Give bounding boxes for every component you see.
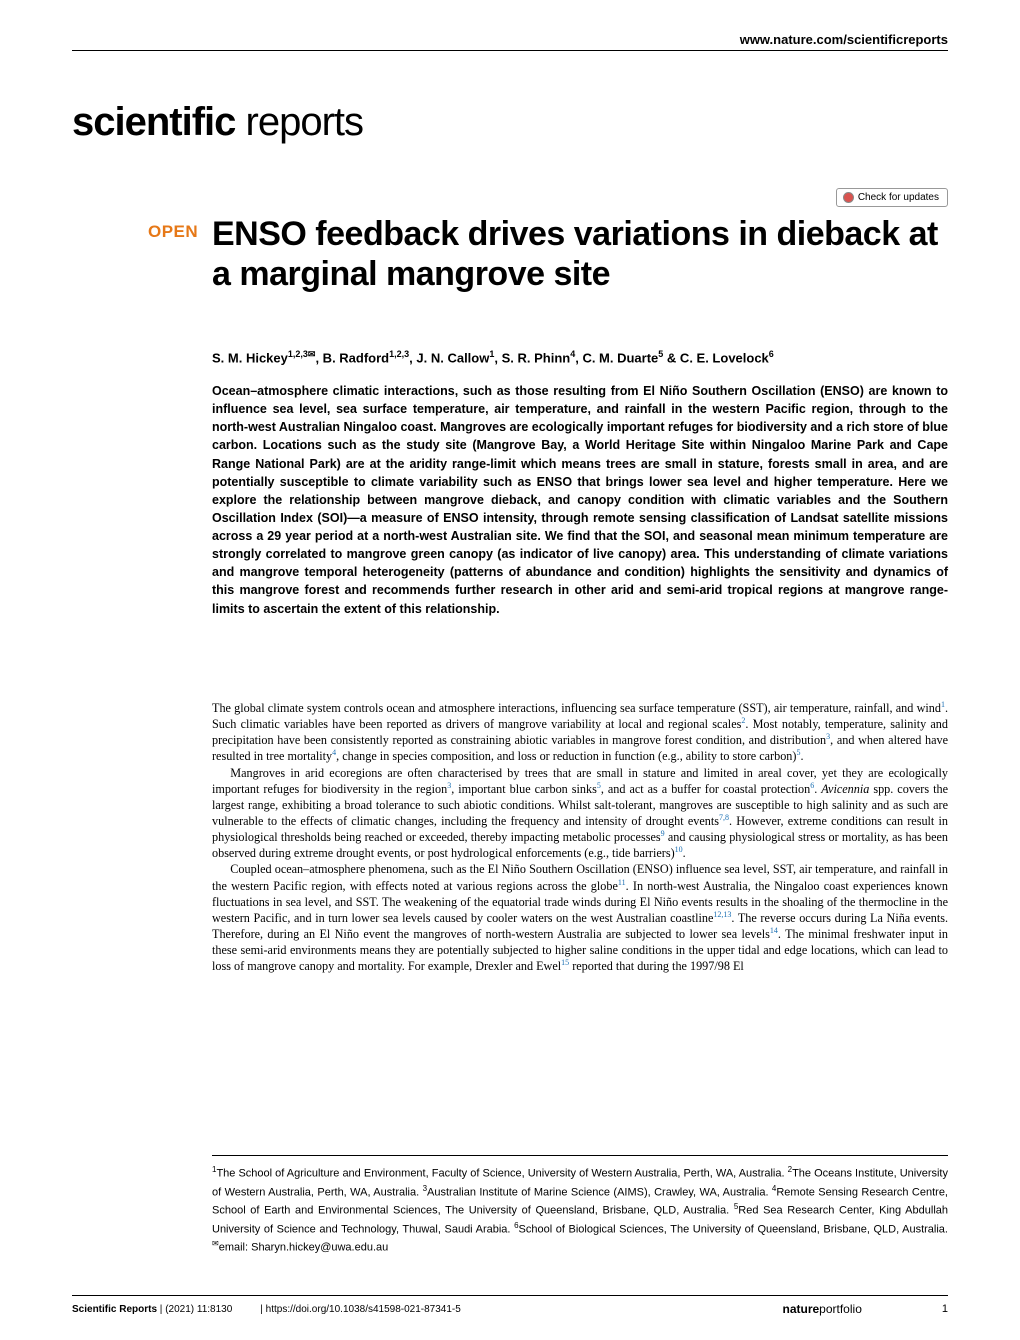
footer-portfolio-bold: nature (782, 1302, 819, 1316)
header-rule (72, 50, 948, 51)
journal-logo-light: reports (235, 100, 363, 144)
article-title: ENSO feedback drives variations in dieba… (212, 214, 948, 294)
footer-doi-text[interactable]: https://doi.org/10.1038/s41598-021-87341… (266, 1304, 461, 1315)
journal-logo: scientific reports (72, 100, 363, 145)
footer-journal-name: Scientific Reports (72, 1304, 157, 1315)
footer-citation-block: Scientific Reports | (2021) 11:8130 (72, 1304, 232, 1315)
updates-dot-icon (843, 192, 854, 203)
body-paragraph-2: Mangroves in arid ecoregions are often c… (212, 765, 948, 862)
footer-portfolio-light: portfolio (819, 1302, 862, 1316)
footer-citation: (2021) 11:8130 (165, 1304, 232, 1315)
body-paragraph-3: Coupled ocean–atmosphere phenomena, such… (212, 861, 948, 974)
footer-right: natureportfolio 1 (782, 1302, 948, 1316)
affiliations: 1The School of Agriculture and Environme… (212, 1155, 948, 1257)
author-list: S. M. Hickey1,2,3✉, B. Radford1,2,3, J. … (212, 348, 948, 368)
check-updates-badge[interactable]: Check for updates (836, 188, 948, 207)
header-url: www.nature.com/scientificreports (740, 32, 948, 47)
page-footer: Scientific Reports | (2021) 11:8130 | ht… (72, 1295, 948, 1316)
footer-left: Scientific Reports | (2021) 11:8130 | ht… (72, 1304, 461, 1315)
journal-logo-bold: scientific (72, 100, 235, 144)
body-paragraph-1: The global climate system controls ocean… (212, 700, 948, 765)
open-access-badge: OPEN (148, 222, 198, 242)
footer-page-number: 1 (942, 1303, 948, 1315)
footer-portfolio-logo: natureportfolio (782, 1302, 861, 1316)
body-text: The global climate system controls ocean… (212, 700, 948, 974)
abstract: Ocean–atmosphere climatic interactions, … (212, 382, 948, 618)
footer-doi: | https://doi.org/10.1038/s41598-021-873… (260, 1304, 461, 1315)
updates-label: Check for updates (858, 192, 939, 203)
